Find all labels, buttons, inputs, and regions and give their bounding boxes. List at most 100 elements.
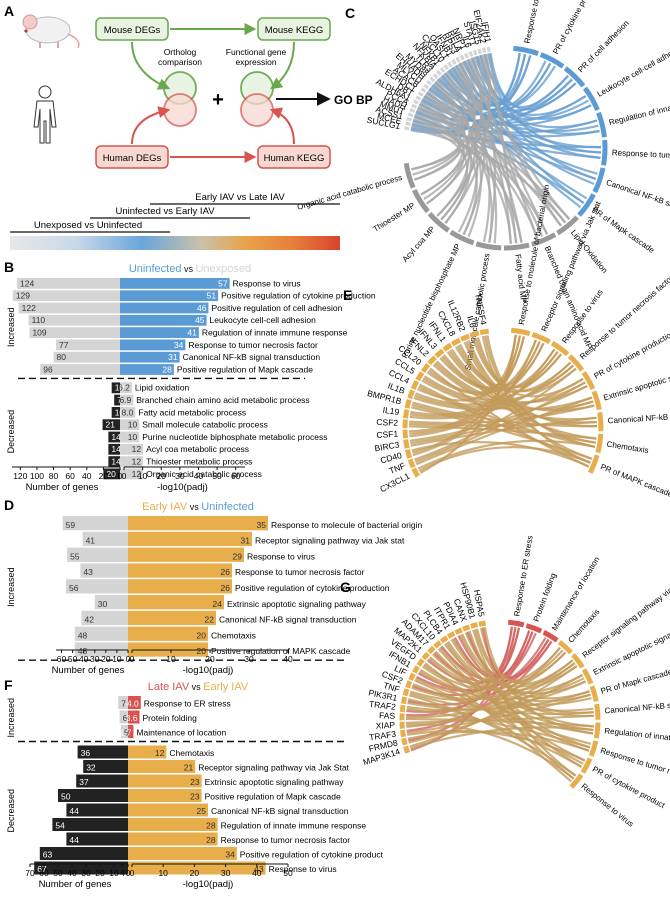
- term-arc-3: [567, 354, 585, 372]
- bar-label-genes-5: 30: [98, 599, 108, 609]
- term-label-1: Protein folding: [532, 572, 558, 623]
- bar-genes-13: [108, 443, 120, 455]
- gene-arc-0: [403, 745, 411, 754]
- curve-green-left: [131, 41, 171, 90]
- chord-links: [405, 626, 594, 783]
- tick-label-right-0: 0: [130, 868, 135, 878]
- chart-title: Early IAV vs Uninfected: [142, 501, 254, 513]
- tick-label-right-2: 20: [190, 868, 200, 878]
- bar-label-padj-4: 41: [187, 328, 197, 338]
- group-label-decreased: Decreased: [6, 789, 16, 833]
- tick-label-left-3: 60: [65, 471, 75, 481]
- bar-label-genes-13: 14: [111, 444, 121, 454]
- human-icon: [33, 85, 57, 144]
- chord-link-15-1: [445, 642, 575, 780]
- gene-arc-5: [411, 103, 418, 109]
- gene-arc-26: [486, 46, 491, 53]
- timeline-label-1: Unexposed vs Uninfected: [34, 220, 142, 231]
- gene-arc-13: [427, 645, 436, 655]
- bar-label-padj-14: 12: [132, 457, 142, 467]
- curve-red-left: [131, 106, 171, 145]
- tick-label-left-5: 20: [99, 471, 109, 481]
- category-label-9: Branched chain amino acid metabolic proc…: [136, 395, 309, 405]
- gene-label-6: IL19: [382, 405, 400, 417]
- gene-arc-18: [479, 328, 490, 336]
- bar-label-padj-3: 12: [155, 748, 165, 758]
- chord-link-18-2: [468, 630, 583, 768]
- term-arc-10: [503, 242, 530, 251]
- chord-link-14-1: [423, 75, 471, 201]
- chord-link-22-0: [426, 57, 483, 205]
- title-left: Early IAV: [142, 501, 188, 513]
- bar-padj-3: [128, 745, 167, 759]
- bar-label-genes-9: 44: [69, 835, 79, 845]
- bar-label-padj-0: 57: [218, 278, 228, 288]
- gene-label-4: CSF1: [376, 429, 399, 440]
- gene-arc-6: [413, 99, 420, 105]
- chord-link-17-1: [474, 337, 574, 393]
- category-label-8: Positive regulation of MAPK cascade: [211, 646, 351, 656]
- bar-label-padj-1: 3.6: [126, 713, 138, 723]
- bar-label-genes-5: 77: [59, 340, 69, 350]
- bar-label-genes-1: 41: [86, 536, 96, 546]
- chord-link-18-2: [486, 335, 596, 448]
- term-label-3: Response to tumor necrosis factor: [578, 273, 670, 361]
- chord-link-10-1: [418, 670, 584, 765]
- gene-arc-21: [463, 52, 469, 59]
- bar-genes-4: [29, 327, 121, 338]
- term-arc-12: [449, 229, 475, 246]
- bar-padj-2: [128, 547, 244, 562]
- tick-label-right-6: 60: [231, 471, 241, 481]
- tick-label-left-2: 50: [53, 868, 63, 878]
- bar-genes-8: [52, 818, 128, 831]
- chord-link-22-2: [420, 57, 484, 196]
- panel-label-a: A: [4, 3, 14, 19]
- go-bp-label: GO BP: [334, 93, 373, 107]
- term-arc-10: [580, 757, 593, 774]
- panel-label-c: C: [345, 5, 355, 21]
- tick-label-left-3: 40: [67, 868, 77, 878]
- mouse-degs-label: Mouse DEGs: [104, 25, 161, 36]
- chord-link-17-1: [459, 634, 591, 749]
- term-label-7: PR of Mapk cascade: [590, 205, 656, 255]
- term-label-14: Thioester MP: [372, 201, 417, 234]
- chord-link-12-2: [429, 656, 578, 692]
- bar-genes-0: [16, 278, 120, 289]
- venn-ortholog: [163, 71, 197, 127]
- tick-label-left-6: 10: [109, 868, 119, 878]
- term-label-6: PR of Mapk cascade: [600, 667, 670, 696]
- chord-link-18-1: [484, 335, 591, 464]
- term-arc-1: [525, 623, 543, 634]
- tick-label-left-0: 120: [13, 471, 27, 481]
- term-arc-8: [556, 215, 580, 236]
- gene-arc-4: [402, 429, 408, 439]
- bar-label-padj-9: 6.9: [119, 395, 131, 405]
- term-label-1: PR of cytokine production: [551, 0, 602, 56]
- tick-label-left-6: 0: [118, 471, 123, 481]
- bar-padj-11: [128, 861, 266, 875]
- mouse-kegg-label: Mouse KEGG: [265, 25, 324, 36]
- term-label-8: PR of MAPK cascade: [599, 462, 670, 499]
- chord-link-11-2: [429, 367, 590, 468]
- gene-arc-3: [403, 439, 410, 449]
- gene-arc-13: [434, 348, 445, 359]
- gene-arc-1: [405, 121, 411, 126]
- bar-genes-10: [111, 407, 120, 418]
- chord-link-16-0: [450, 638, 594, 728]
- xlabel-right: -log10(padj): [183, 665, 234, 676]
- bar-label-genes-8: 54: [55, 821, 65, 831]
- term-arc-3: [557, 640, 573, 655]
- chord-link-1-2: [407, 730, 590, 752]
- chord-link-19-2: [411, 62, 477, 171]
- chord-link-19-0: [414, 63, 476, 181]
- bar-label-padj-9: 28: [206, 835, 216, 845]
- chord-link-17-2: [477, 337, 562, 389]
- term-arc-0: [507, 619, 525, 628]
- bar-genes-1: [82, 531, 128, 547]
- chord-link-14-1: [439, 646, 591, 703]
- gene-label-7: TNF: [382, 680, 401, 694]
- gene-arc-11: [416, 658, 425, 667]
- tick-label-right-0: 0: [130, 654, 135, 664]
- title-vs: vs: [181, 264, 195, 274]
- gene-label-5: TRAF2: [368, 699, 396, 712]
